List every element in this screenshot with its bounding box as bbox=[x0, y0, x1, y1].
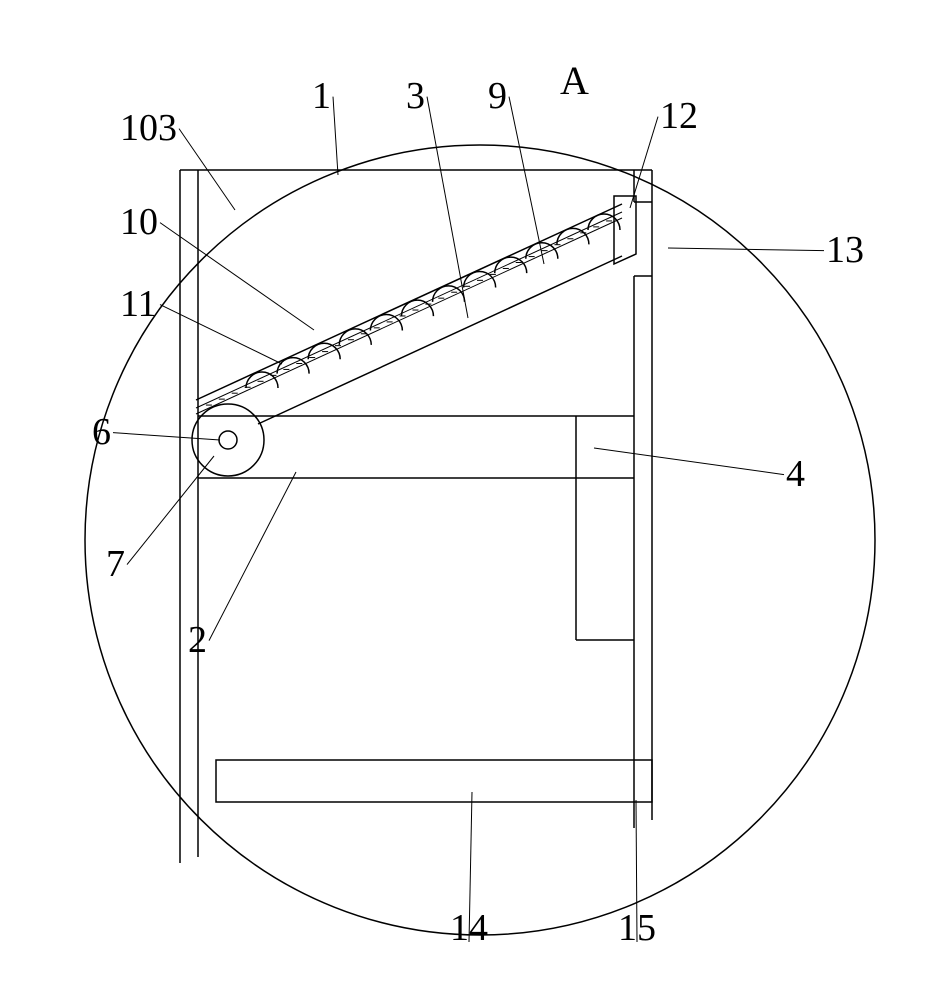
callout-12: 12 bbox=[660, 95, 698, 137]
detail-label-a: A bbox=[560, 58, 589, 103]
callout-11: 11 bbox=[120, 283, 157, 325]
callout-3: 3 bbox=[406, 75, 425, 117]
callout-103: 103 bbox=[120, 107, 177, 149]
callout-2: 2 bbox=[188, 619, 207, 661]
leader-2 bbox=[209, 472, 296, 641]
roller bbox=[557, 228, 589, 244]
roller bbox=[495, 257, 527, 273]
leader-11 bbox=[160, 305, 282, 364]
callout-7: 7 bbox=[106, 543, 125, 585]
ramp-bed-bottom bbox=[258, 256, 622, 424]
detail-circle bbox=[85, 145, 875, 935]
pivot-inner bbox=[219, 431, 237, 449]
leader-6 bbox=[113, 433, 220, 440]
leader-10 bbox=[160, 223, 314, 330]
leader-9 bbox=[509, 97, 544, 264]
leader-4 bbox=[594, 448, 784, 475]
leader-12 bbox=[630, 117, 658, 208]
callout-1: 1 bbox=[312, 75, 331, 117]
leader-7 bbox=[127, 456, 214, 565]
pivot-outer bbox=[192, 404, 264, 476]
callout-13: 13 bbox=[826, 229, 864, 271]
roller bbox=[588, 214, 620, 230]
callout-9: 9 bbox=[488, 75, 507, 117]
callout-6: 6 bbox=[92, 411, 111, 453]
ramp-bed-top bbox=[196, 218, 622, 414]
callout-10: 10 bbox=[120, 201, 158, 243]
bottom-bar bbox=[216, 760, 652, 802]
ramp-top-inner bbox=[196, 212, 622, 408]
leader-1 bbox=[333, 97, 338, 175]
callout-4: 4 bbox=[786, 453, 805, 495]
